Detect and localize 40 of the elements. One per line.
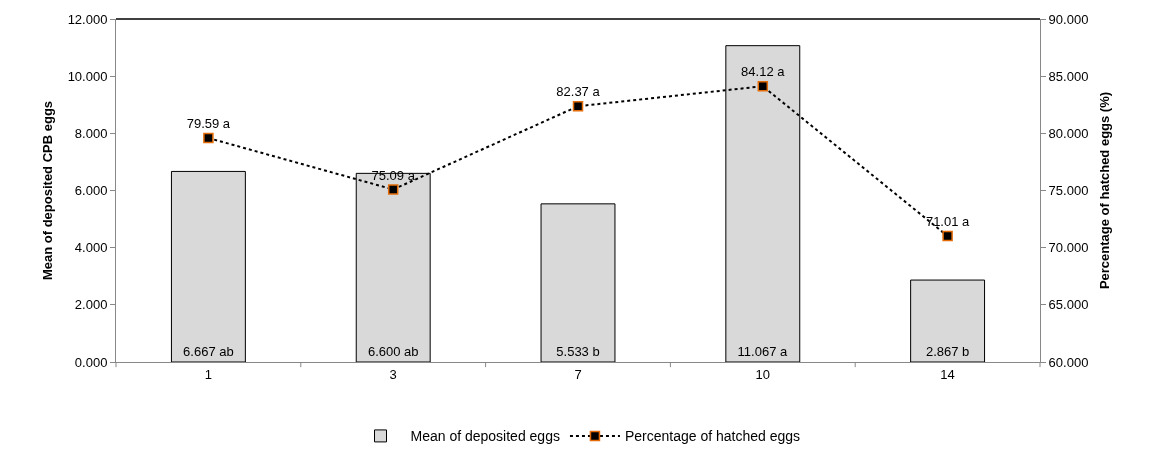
data-label: 6.667 ab (183, 344, 234, 359)
y2-tick-label: 70.000 (1048, 240, 1089, 256)
x-tick-label: 3 (389, 366, 397, 382)
data-label: 11.067 a (737, 344, 788, 359)
legend-label: Mean of deposited eggs (410, 428, 560, 445)
point (387, 184, 399, 195)
point (572, 100, 584, 112)
data-label: 71.01 a (925, 214, 971, 230)
y-tick-label: 8.000 (74, 125, 108, 141)
y-tick-label: 12.000 (67, 11, 108, 27)
x-tick-label: 14 (940, 366, 955, 382)
point (942, 230, 953, 242)
x-tick-label: 1 (204, 366, 213, 382)
bar (910, 279, 986, 362)
data-label: 84.12 a (741, 64, 786, 80)
y2-tick-label: 75.000 (1048, 183, 1089, 199)
y-tick-label: 0.000 (74, 354, 108, 370)
y2-axis-title: Percentage of hatched eggs (%) (1096, 91, 1112, 290)
y2-tick-label: 60.000 (1048, 354, 1089, 370)
data-label: 79.59 a (186, 116, 231, 132)
data-label: 6.600 ab (367, 344, 419, 359)
bar (540, 203, 616, 362)
y-tick-label: 4.000 (74, 240, 108, 256)
y2-tick-label: 80.000 (1048, 125, 1089, 141)
point (203, 132, 214, 144)
y-axis-title: Mean of deposited CPB eggs (39, 100, 55, 281)
y-tick-label: 10.000 (67, 68, 108, 84)
legend-label: Percentage of hatched eggs (624, 428, 801, 445)
y2-tick-label: 65.000 (1048, 297, 1089, 313)
data-label: 5.533 b (556, 344, 600, 359)
data-label: 82.37 a (556, 84, 601, 100)
x-tick-label: 10 (755, 366, 771, 382)
data-label: 2.867 b (925, 344, 970, 359)
bar (170, 170, 246, 362)
point (757, 80, 769, 92)
y-tick-label: 6.000 (74, 183, 108, 199)
y-tick-label: 2.000 (74, 297, 108, 313)
y2-tick-label: 85.000 (1048, 68, 1089, 84)
y2-tick-label: 90.000 (1048, 11, 1089, 27)
x-tick-label: 7 (574, 366, 582, 382)
